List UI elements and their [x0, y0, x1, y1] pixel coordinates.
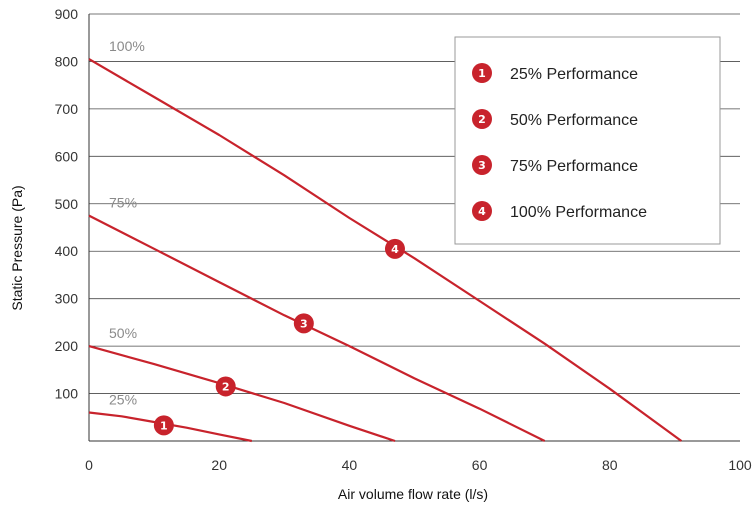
y-tick-label-800: 800	[55, 53, 79, 69]
series-3: 75% 3	[88, 195, 546, 442]
curve-label-2: 50%	[109, 325, 137, 341]
series-4: 100% 4	[88, 38, 683, 442]
series-badge-1-circle	[153, 415, 174, 436]
legend-badge-3-circle	[472, 155, 492, 175]
legend-badge-4-circle	[472, 201, 492, 221]
legend: 1 25% Performance 2 50% Performance 3 75% Per…	[454, 36, 721, 245]
y-tick-label-300: 300	[55, 291, 79, 307]
legend-label-2: 50% Performance	[510, 112, 638, 129]
legend-box	[454, 36, 721, 245]
y-axis-title: Static Pressure (Pa)	[9, 185, 25, 310]
legend-badge-3: 3	[472, 155, 492, 175]
legend-label-1: 25% Performance	[510, 66, 638, 83]
series-badge-3-number: 3	[300, 317, 308, 330]
legend-badge-4-number: 4	[478, 205, 486, 218]
x-axis-title: Air volume flow rate (l/s)	[338, 486, 488, 502]
axes	[88, 14, 740, 442]
series-line-3	[88, 214, 546, 442]
y-tick-label-900: 900	[55, 6, 79, 22]
series-line-4	[88, 58, 683, 442]
legend-badge-3-number: 3	[478, 159, 486, 172]
legend-badge-1-circle	[472, 63, 492, 83]
y-tick-label-100: 100	[55, 386, 79, 402]
curve-label-3: 75%	[109, 195, 137, 211]
y-tick-label-500: 500	[55, 196, 79, 212]
curve-label-1: 25%	[109, 392, 137, 408]
series-2: 50% 2	[88, 325, 396, 443]
series-badge-2-number: 2	[222, 380, 230, 393]
y-tick-label-200: 200	[55, 338, 79, 354]
y-tick-label-400: 400	[55, 243, 79, 259]
y-tick-labels: 100 200 300 400 500 600 700 800 900	[55, 6, 79, 402]
x-tick-label-80: 80	[602, 457, 618, 473]
legend-badge-4: 4	[472, 201, 492, 221]
series-badge-3-circle	[293, 313, 314, 334]
curve-label-4: 100%	[109, 38, 145, 54]
series-line-2	[88, 345, 396, 443]
series-1: 25% 1	[88, 392, 253, 443]
legend-label-4: 100% Performance	[510, 204, 647, 221]
x-tick-label-0: 0	[85, 457, 93, 473]
grid-lines	[89, 13, 740, 394]
series-badge-2: 2	[215, 376, 236, 397]
series-badge-4-number: 4	[391, 243, 399, 256]
x-tick-label-20: 20	[211, 457, 227, 473]
series-badge-3: 3	[293, 313, 314, 334]
y-tick-label-700: 700	[55, 101, 79, 117]
series-group: 25% 1 50% 2 75% 3 100% 4	[88, 38, 683, 443]
series-badge-4: 4	[384, 238, 405, 259]
legend-badge-2-circle	[472, 109, 492, 129]
series-badge-2-circle	[215, 376, 236, 397]
legend-badge-2: 2	[472, 109, 492, 129]
legend-badge-1-number: 1	[478, 67, 486, 80]
y-tick-label-600: 600	[55, 148, 79, 164]
series-badge-1: 1	[153, 415, 174, 436]
legend-badge-2-number: 2	[478, 113, 486, 126]
x-tick-label-40: 40	[342, 457, 358, 473]
series-badge-1-number: 1	[160, 419, 168, 432]
x-tick-labels: 0 20 40 60 80 100	[85, 457, 752, 473]
legend-badge-1: 1	[472, 63, 492, 83]
legend-label-3: 75% Performance	[510, 158, 638, 175]
x-tick-label-100: 100	[728, 457, 752, 473]
x-tick-label-60: 60	[472, 457, 488, 473]
series-badge-4-circle	[384, 238, 405, 259]
